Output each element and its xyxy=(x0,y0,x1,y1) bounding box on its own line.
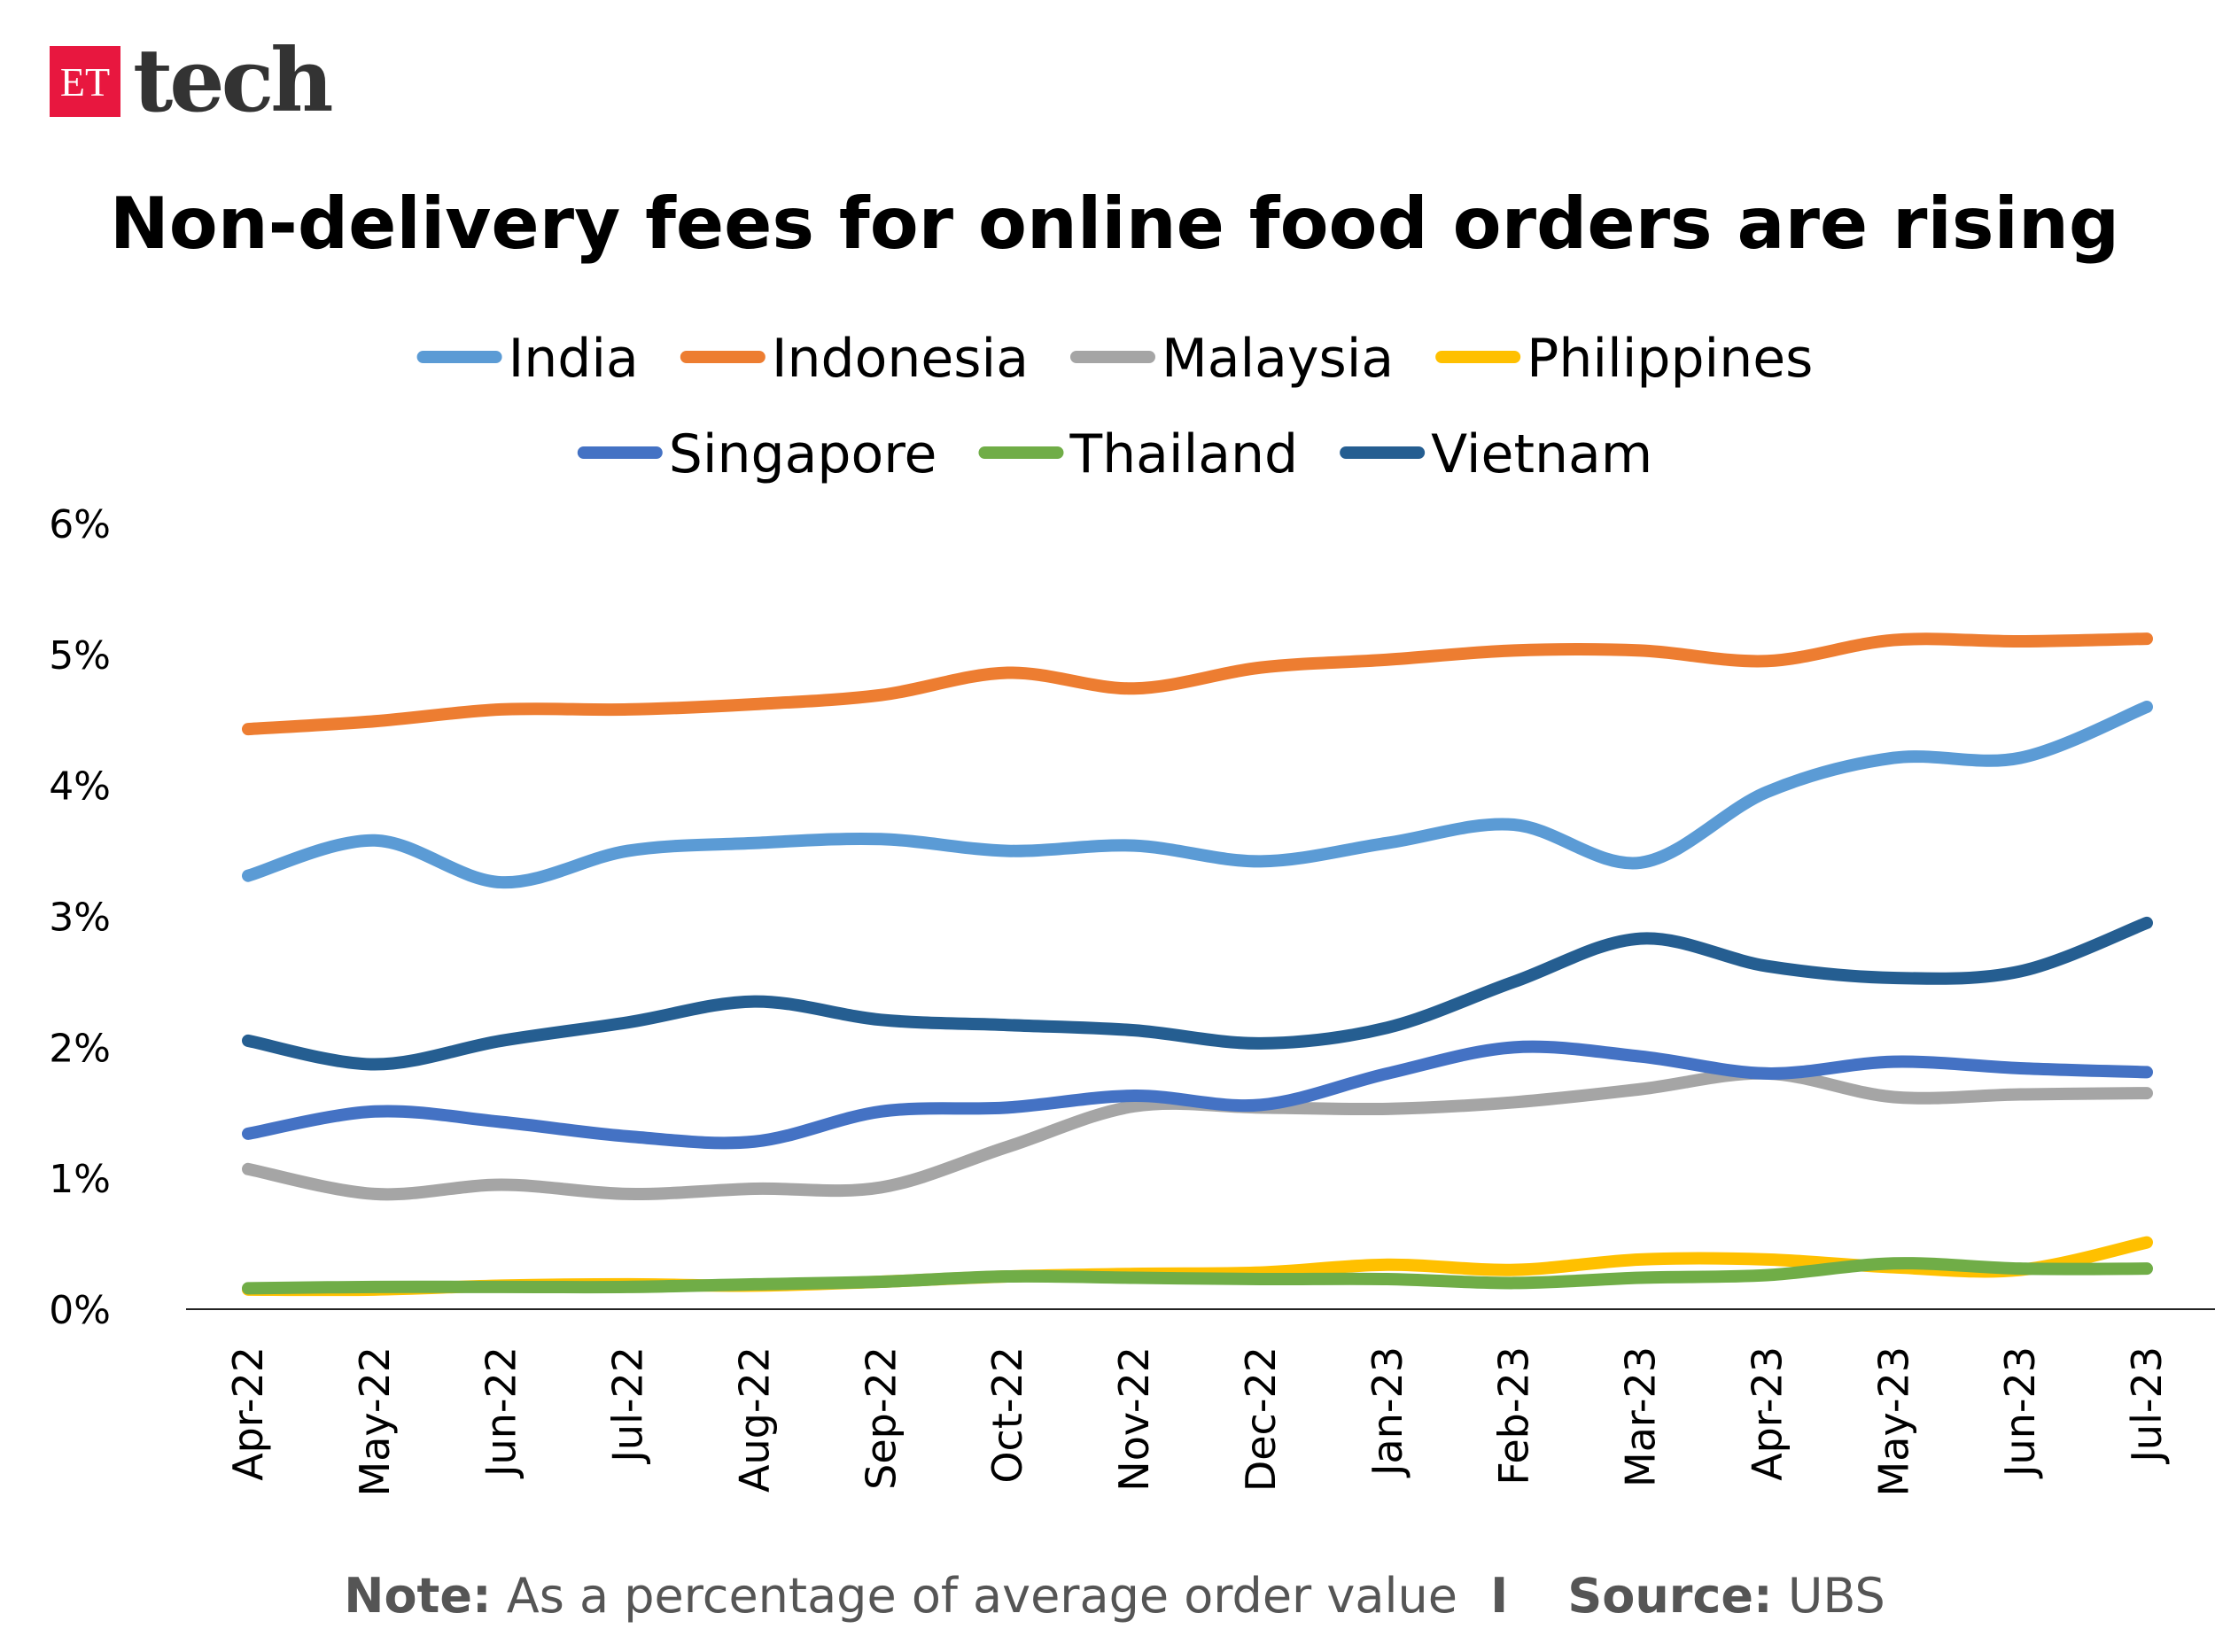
legend-item-thailand: Thailand xyxy=(978,423,1298,485)
series-line-vietnam xyxy=(242,916,2153,1071)
et-tech-logo: ET tech xyxy=(50,30,334,132)
legend-item-singapore: Singapore xyxy=(577,423,937,485)
series-line-singapore xyxy=(242,1040,2153,1150)
legend: India Indonesia Malaysia Philippines Singapo… xyxy=(416,328,1813,485)
y-tick-label: 4% xyxy=(49,764,111,810)
legend-label: Singapore xyxy=(669,423,937,485)
source-text: UBS xyxy=(1788,1568,1885,1624)
chart-title: Non-delivery fees for online food orders… xyxy=(110,182,2119,265)
x-tick-label: Jul-22 xyxy=(604,1346,652,1465)
legend-label: India xyxy=(509,328,639,390)
legend-label: Malaysia xyxy=(1162,328,1394,390)
y-tick-label: 0% xyxy=(49,1288,111,1333)
y-axis: 0% 1% 2% 3% 4% 5% 6% xyxy=(49,502,111,1333)
legend-label: Thailand xyxy=(1069,423,1298,485)
note-label: Note: xyxy=(344,1568,491,1624)
x-tick-label: Jun-22 xyxy=(478,1346,525,1479)
x-tick-label: Jan-23 xyxy=(1364,1346,1411,1478)
source-label: Source: xyxy=(1567,1568,1772,1624)
legend-label: Vietnam xyxy=(1431,423,1652,485)
x-tick-label: May-22 xyxy=(351,1346,399,1496)
legend-item-vietnam: Vietnam xyxy=(1340,423,1652,485)
series-lines xyxy=(242,632,2153,1297)
y-tick-label: 1% xyxy=(49,1157,111,1202)
x-tick-label: Jul-23 xyxy=(2123,1346,2171,1465)
series-line-indonesia xyxy=(242,632,2153,736)
note-text: As a percentage of average order value xyxy=(507,1568,1457,1624)
x-tick-label: Apr-23 xyxy=(1743,1346,1791,1481)
x-axis: Apr-22 May-22 Jun-22 Jul-22 Aug-22 Sep-22 Oct-… xyxy=(224,1346,2171,1496)
series-line-india xyxy=(242,700,2153,889)
series-line-thailand xyxy=(242,1257,2153,1295)
x-tick-label: Feb-23 xyxy=(1490,1346,1538,1485)
y-tick-label: 2% xyxy=(49,1026,111,1071)
logo-mark: ET xyxy=(50,46,120,117)
x-tick-label: Sep-22 xyxy=(857,1346,905,1490)
y-tick-label: 3% xyxy=(49,896,111,941)
legend-label: Philippines xyxy=(1527,328,1813,390)
x-tick-label: Apr-22 xyxy=(224,1346,272,1481)
series-line-malaysia xyxy=(242,1066,2153,1201)
x-tick-label: Oct-22 xyxy=(983,1346,1031,1484)
logo-text: tech xyxy=(133,30,334,132)
x-tick-label: Mar-23 xyxy=(1617,1346,1665,1487)
footnote: Note: As a percentage of average order v… xyxy=(344,1568,1885,1624)
y-tick-label: 6% xyxy=(49,502,111,547)
x-tick-label: Aug-22 xyxy=(730,1346,778,1493)
y-tick-label: 5% xyxy=(49,633,111,679)
legend-item-malaysia: Malaysia xyxy=(1069,328,1394,390)
x-tick-label: Jun-23 xyxy=(1996,1346,2044,1479)
separator: I xyxy=(1490,1568,1508,1624)
legend-item-india: India xyxy=(416,328,639,390)
x-tick-label: May-23 xyxy=(1869,1346,1917,1496)
legend-label: Indonesia xyxy=(772,328,1029,390)
legend-item-indonesia: Indonesia xyxy=(680,328,1029,390)
legend-item-philippines: Philippines xyxy=(1435,328,1813,390)
x-tick-label: Nov-22 xyxy=(1110,1346,1158,1492)
x-tick-label: Dec-22 xyxy=(1237,1346,1285,1492)
